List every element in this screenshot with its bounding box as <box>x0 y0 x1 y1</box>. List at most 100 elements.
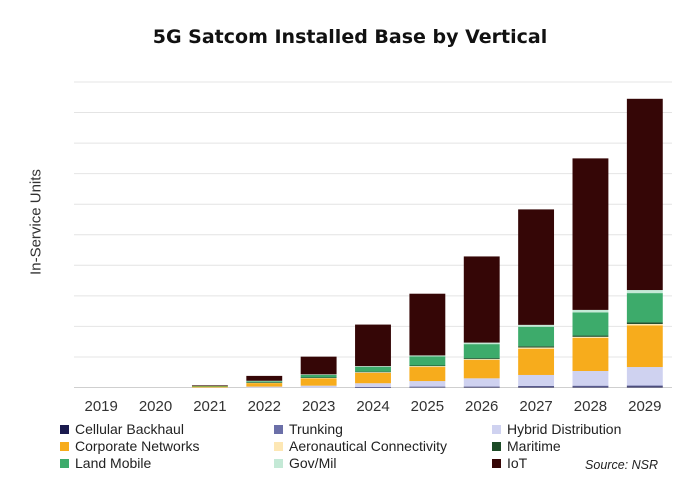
legend-swatch <box>60 441 69 451</box>
legend-swatch <box>492 424 501 434</box>
legend-item: Trunking <box>274 421 343 437</box>
bar-segment <box>409 381 446 387</box>
bar-segment <box>246 375 283 381</box>
bar-segment <box>355 371 391 373</box>
bar-segment <box>572 371 609 386</box>
bar-segment <box>300 374 337 378</box>
legend-label: Trunking <box>289 421 343 437</box>
bar-segment <box>191 385 228 387</box>
bar-segment <box>246 382 283 387</box>
bar-segment <box>409 356 446 366</box>
x-tick-label: 2021 <box>193 398 226 415</box>
bar-segment <box>355 386 391 388</box>
bar-segment <box>191 385 228 386</box>
bar-segment <box>246 386 283 388</box>
bar-segment <box>246 382 283 383</box>
x-tick-label: 2025 <box>411 398 444 415</box>
bar-segment <box>246 381 283 383</box>
bar-segment <box>300 374 337 375</box>
x-tick-label: 2026 <box>465 398 498 415</box>
bar-segment <box>626 98 663 291</box>
bar-segment <box>355 366 391 367</box>
bar-segment <box>518 348 555 375</box>
bar-segment <box>518 209 555 325</box>
bar-segment <box>300 377 337 379</box>
legend-label: Gov/Mil <box>289 455 337 471</box>
bar-segment <box>355 324 391 367</box>
bar-segment <box>626 293 663 323</box>
bar-segment <box>572 312 609 336</box>
legend-item: Hybrid Distribution <box>492 421 621 437</box>
legend-item: Maritime <box>492 438 561 454</box>
bar-segment <box>409 365 446 367</box>
source-note: Source: NSR <box>585 458 658 472</box>
bar-segment <box>572 336 609 339</box>
x-tick-label: 2027 <box>519 398 552 415</box>
bar-segment <box>518 386 555 388</box>
bar-segment <box>300 385 337 388</box>
bar-segment <box>409 367 446 382</box>
legend-label: Maritime <box>507 438 561 454</box>
legend-label: IoT <box>507 455 528 471</box>
bar-segment <box>355 372 391 373</box>
bar-segment <box>626 323 663 326</box>
legend-label: Aeronautical Connectivity <box>289 438 447 454</box>
bar-segment <box>626 322 663 324</box>
bar-segment <box>572 385 609 387</box>
x-tick-label: 2023 <box>302 398 335 415</box>
legend-item: Gov/Mil <box>274 455 336 471</box>
x-tick-labels: 2019 2020 2021 2022 2023 2024 2025 2026 2027 2028… <box>84 398 661 415</box>
legend-item: Corporate Networks <box>60 438 200 454</box>
bar-segment <box>518 347 555 349</box>
x-tick-label: 2019 <box>84 398 117 415</box>
bar-segment <box>463 360 500 379</box>
bar-segment <box>355 366 391 372</box>
bar-segment <box>463 342 500 345</box>
bar-segment <box>518 346 555 348</box>
x-tick-label: 2029 <box>628 398 661 415</box>
legend-swatch <box>274 458 283 468</box>
bar-segment <box>518 324 555 327</box>
bar-segment <box>191 386 228 388</box>
bar-segment <box>463 378 500 387</box>
bar-segment <box>626 367 663 386</box>
bar-segment <box>518 385 555 387</box>
bar-segment <box>246 380 283 382</box>
bar-segment <box>626 325 663 368</box>
bar-segment <box>572 338 609 371</box>
legend-swatch <box>60 424 69 434</box>
legend-item: IoT <box>492 455 527 471</box>
bar-segment <box>626 385 663 387</box>
bar-segment <box>300 378 337 386</box>
bar-segment <box>626 386 663 388</box>
bars <box>191 98 663 388</box>
bar-segment <box>572 309 609 313</box>
bar-segment <box>572 386 609 388</box>
legend-label: Land Mobile <box>75 455 152 471</box>
legend-swatch <box>274 424 283 434</box>
bar-segment <box>572 335 609 337</box>
x-tick-label: 2024 <box>356 398 389 415</box>
bar-segment <box>409 386 446 388</box>
bar-segment <box>463 386 500 388</box>
bar-segment <box>572 158 609 310</box>
bar-segment <box>300 377 337 379</box>
x-tick-label: 2020 <box>139 398 172 415</box>
bar-segment <box>463 358 500 360</box>
bar-segment <box>409 366 446 368</box>
legend-label: Corporate Networks <box>75 438 200 454</box>
bar-segment <box>463 359 500 361</box>
stacked-bar-chart: 2019 2020 2021 2022 2023 2024 2025 2026 2027 2028… <box>74 81 672 415</box>
legend-item: Cellular Backhaul <box>60 421 184 437</box>
legend-label: Cellular Backhaul <box>75 421 184 437</box>
bar-segment <box>463 344 500 359</box>
bar-segment <box>300 356 337 375</box>
legend-swatch <box>274 441 283 451</box>
bar-segment <box>409 386 446 388</box>
bar-segment <box>355 383 391 387</box>
bar-segment <box>518 374 555 386</box>
bar-segment <box>409 355 446 357</box>
bar-segment <box>409 293 446 356</box>
legend-swatch <box>492 458 501 468</box>
x-tick-label: 2028 <box>574 398 607 415</box>
